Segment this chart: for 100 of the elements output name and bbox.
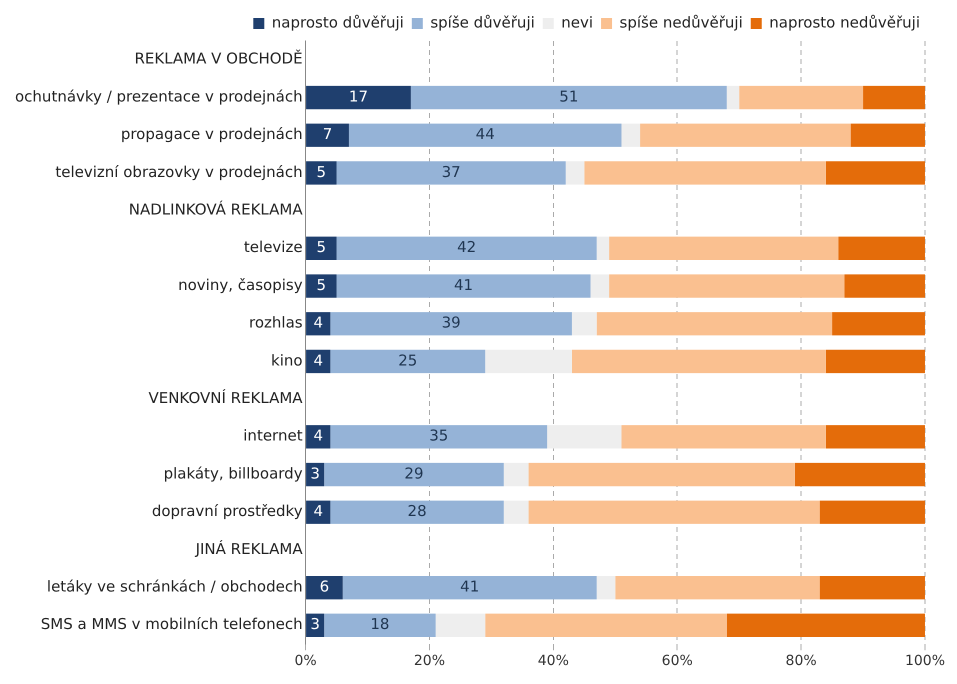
bar bbox=[336, 236, 597, 260]
bar bbox=[306, 236, 337, 260]
bar bbox=[726, 614, 925, 638]
bar bbox=[572, 312, 597, 336]
bar bbox=[596, 312, 832, 336]
data-label: 35 bbox=[429, 426, 448, 445]
data-label: 18 bbox=[370, 615, 390, 634]
bar bbox=[850, 124, 925, 147]
y-tick-label: SMS a MMS v mobilních telefonech bbox=[40, 615, 303, 634]
y-tick-label: noviny, časopisy bbox=[178, 276, 303, 294]
data-label: 37 bbox=[442, 162, 461, 181]
bar bbox=[820, 500, 925, 524]
bar bbox=[838, 236, 925, 260]
bar bbox=[330, 500, 504, 524]
y-tick-label: televizní obrazovky v prodejnách bbox=[55, 162, 303, 181]
bar bbox=[330, 350, 486, 374]
legend-label: naprosto nedůvěřuji bbox=[769, 13, 920, 32]
bar bbox=[504, 500, 529, 524]
bar bbox=[726, 86, 740, 110]
y-tick-label: dopravní prostředky bbox=[152, 502, 303, 520]
y-tick-label: NADLINKOVÁ REKLAMA bbox=[128, 200, 304, 219]
data-label: 41 bbox=[454, 276, 474, 294]
y-tick-label: televize bbox=[244, 238, 303, 256]
bar bbox=[596, 576, 616, 600]
bar bbox=[547, 425, 622, 449]
data-label: 5 bbox=[316, 162, 326, 181]
x-tick-label: 60% bbox=[662, 653, 693, 670]
data-label: 29 bbox=[404, 464, 424, 482]
data-label: 28 bbox=[408, 502, 427, 520]
bar bbox=[590, 274, 610, 298]
bar bbox=[306, 161, 337, 185]
data-label: 51 bbox=[559, 87, 578, 106]
bar bbox=[832, 312, 925, 336]
bar bbox=[306, 500, 330, 524]
data-label: 4 bbox=[313, 426, 323, 445]
bar bbox=[621, 425, 826, 449]
bar bbox=[306, 576, 343, 600]
bar bbox=[528, 500, 820, 524]
legend-label: spíše důvěřuji bbox=[430, 13, 535, 32]
data-label: 3 bbox=[310, 615, 320, 634]
x-tick-label: 0% bbox=[294, 653, 317, 670]
bar bbox=[863, 86, 925, 110]
data-label: 25 bbox=[398, 351, 418, 370]
bar bbox=[504, 462, 529, 486]
bar bbox=[330, 425, 548, 449]
bar bbox=[436, 614, 486, 638]
legend-label: naprosto důvěřuji bbox=[272, 13, 404, 32]
bar bbox=[794, 462, 925, 486]
bar bbox=[615, 576, 820, 600]
y-tick-label: letáky ve schránkách / obchodech bbox=[46, 578, 303, 596]
y-tick-label: kino bbox=[271, 351, 303, 370]
bar bbox=[739, 86, 864, 110]
data-label: 4 bbox=[313, 314, 323, 332]
bar bbox=[820, 576, 925, 600]
data-label: 17 bbox=[348, 87, 368, 106]
bar bbox=[336, 274, 591, 298]
bar bbox=[306, 425, 330, 449]
data-label: 4 bbox=[313, 351, 323, 370]
bar bbox=[621, 124, 640, 147]
data-label: 6 bbox=[320, 578, 330, 596]
bar bbox=[584, 161, 826, 185]
bar bbox=[566, 161, 584, 185]
bar bbox=[485, 614, 727, 638]
bar bbox=[485, 350, 572, 374]
bar bbox=[306, 124, 349, 147]
x-tick-label: 20% bbox=[414, 653, 446, 670]
data-label: 41 bbox=[460, 578, 480, 596]
x-tick-label: 100% bbox=[904, 653, 946, 670]
data-label: 5 bbox=[316, 276, 326, 294]
bar bbox=[306, 312, 330, 336]
y-tick-label: internet bbox=[243, 426, 303, 445]
bar bbox=[330, 312, 572, 336]
y-tick-label: JINÁ REKLAMA bbox=[194, 540, 304, 558]
data-label: 7 bbox=[322, 125, 332, 144]
y-tick-label: rozhlas bbox=[249, 314, 303, 332]
y-tick-label: REKLAMA V OBCHODĚ bbox=[134, 50, 303, 68]
x-tick-label: 80% bbox=[786, 653, 817, 670]
bar bbox=[306, 86, 411, 110]
bar bbox=[826, 161, 925, 185]
bar bbox=[826, 350, 925, 374]
bar bbox=[609, 236, 838, 260]
bar bbox=[609, 274, 844, 298]
data-label: 42 bbox=[457, 238, 476, 256]
y-tick-label: VENKOVNÍ REKLAMA bbox=[148, 389, 304, 408]
legend-label: spíše nedůvěřuji bbox=[620, 13, 743, 32]
y-tick-label: propagace v prodejnách bbox=[120, 125, 303, 144]
bar bbox=[844, 274, 925, 298]
bar bbox=[410, 86, 727, 110]
x-tick-label: 40% bbox=[538, 653, 569, 670]
data-label: 5 bbox=[316, 238, 326, 256]
bar bbox=[342, 576, 597, 600]
data-label: 39 bbox=[442, 314, 461, 332]
bar bbox=[306, 350, 330, 374]
data-label: 44 bbox=[476, 125, 495, 144]
bar bbox=[324, 462, 504, 486]
bar bbox=[336, 161, 566, 185]
bar bbox=[306, 274, 337, 298]
data-label: 4 bbox=[313, 502, 323, 520]
y-tick-label: plakáty, billboardy bbox=[164, 464, 303, 482]
bar bbox=[640, 124, 851, 147]
